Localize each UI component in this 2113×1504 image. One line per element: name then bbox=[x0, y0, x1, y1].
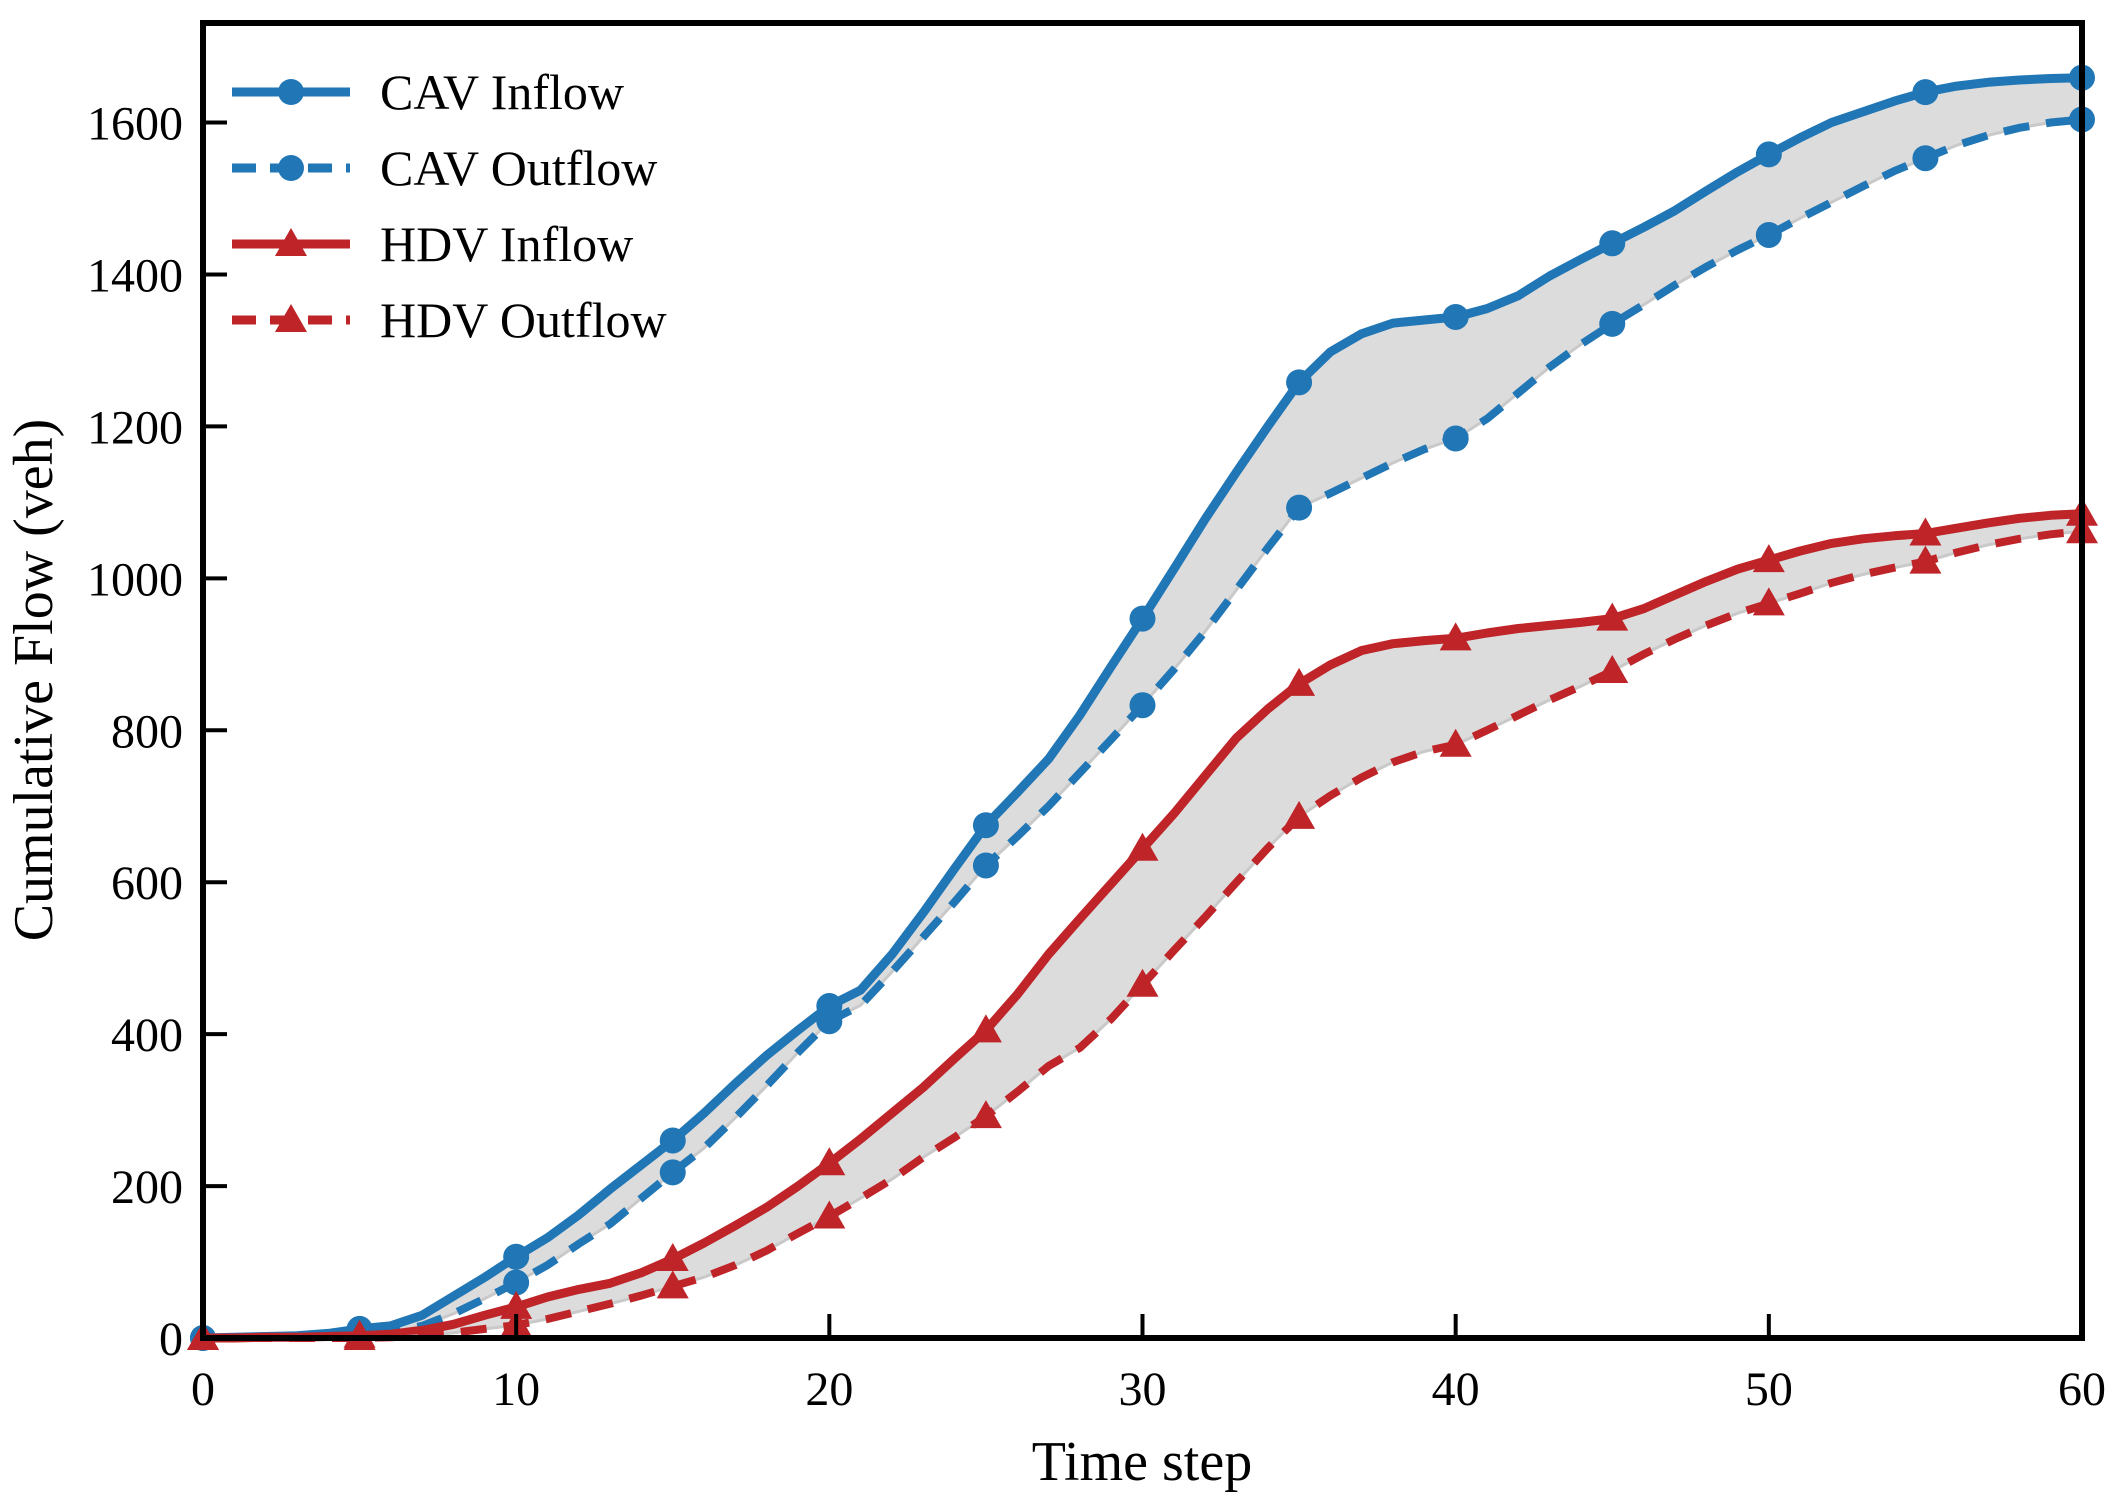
legend-marker bbox=[278, 79, 304, 105]
cav-outflow-marker bbox=[1286, 494, 1313, 521]
cav-inflow-marker bbox=[1599, 230, 1626, 257]
hdv-inflow-marker bbox=[813, 1147, 846, 1176]
band-hdv bbox=[203, 513, 2082, 1338]
x-tick-label: 40 bbox=[1432, 1363, 1480, 1416]
cav-outflow-marker bbox=[1129, 692, 1156, 719]
y-tick-label: 600 bbox=[111, 857, 183, 910]
hdv-inflow-marker bbox=[1439, 622, 1472, 651]
hdv-outflow-marker bbox=[1126, 968, 1159, 997]
x-tick-label: 30 bbox=[1119, 1363, 1167, 1416]
cav-inflow-marker bbox=[1912, 79, 1939, 106]
hdv-outflow-marker bbox=[969, 1100, 1002, 1129]
cav-outflow-marker bbox=[1442, 425, 1469, 452]
cav-outflow-marker bbox=[503, 1269, 530, 1296]
legend-label: CAV Inflow bbox=[380, 64, 624, 120]
series-lines-layer bbox=[187, 64, 2098, 1351]
x-tick-label: 50 bbox=[1745, 1363, 1793, 1416]
hdv-outflow-marker bbox=[813, 1200, 846, 1229]
x-tick-label: 0 bbox=[191, 1363, 215, 1416]
cav-inflow-marker bbox=[972, 812, 999, 839]
y-tick-label: 1000 bbox=[87, 553, 183, 606]
hdv-outflow-marker bbox=[1283, 800, 1316, 829]
legend-marker bbox=[275, 304, 307, 332]
axes-layer: 0 10 20 30 40 50 60020040060080010001200140016… bbox=[87, 20, 2106, 1416]
legend-marker bbox=[275, 228, 307, 256]
cav-inflow-marker bbox=[1286, 369, 1313, 396]
legend-item-hdv-inflow: HDV Inflow bbox=[232, 216, 633, 272]
legend-label: HDV Inflow bbox=[380, 216, 633, 272]
fill-bands-layer bbox=[203, 77, 2082, 1339]
legend-item-hdv-outflow: HDV Outflow bbox=[232, 292, 667, 348]
legend-label: CAV Outflow bbox=[380, 140, 657, 196]
hdv-inflow-marker bbox=[1283, 667, 1316, 696]
hdv-inflow-marker bbox=[1596, 602, 1629, 631]
cav-inflow-marker bbox=[1755, 141, 1782, 168]
hdv-inflow-marker bbox=[1752, 544, 1785, 573]
cav-outflow-marker bbox=[1912, 145, 1939, 172]
hdv-inflow-marker bbox=[1909, 517, 1942, 546]
y-tick-label: 1400 bbox=[87, 249, 183, 302]
y-tick-label: 1200 bbox=[87, 401, 183, 454]
cav-outflow-marker bbox=[659, 1159, 686, 1186]
legend-item-cav-outflow: CAV Outflow bbox=[232, 140, 657, 196]
cav-outflow-marker bbox=[1599, 310, 1626, 337]
hdv-outflow-marker bbox=[1596, 655, 1629, 684]
hdv-outflow-marker bbox=[656, 1270, 689, 1299]
x-tick-label: 60 bbox=[2058, 1363, 2106, 1416]
cav-outflow-marker bbox=[1755, 221, 1782, 248]
legend-item-cav-inflow: CAV Inflow bbox=[232, 64, 624, 120]
cav-outflow-marker bbox=[816, 1008, 843, 1035]
cav-outflow-marker bbox=[972, 852, 999, 879]
y-tick-label: 200 bbox=[111, 1161, 183, 1214]
hdv-inflow-marker bbox=[969, 1014, 1002, 1043]
y-tick-label: 800 bbox=[111, 705, 183, 758]
hdv-inflow-marker bbox=[1126, 832, 1159, 861]
hdv-outflow-marker bbox=[1439, 728, 1472, 757]
hdv-inflow-marker bbox=[656, 1242, 689, 1271]
y-axis-title: Cumulative Flow (veh) bbox=[3, 419, 65, 942]
legend-marker bbox=[278, 155, 304, 181]
x-axis-title: Time step bbox=[1032, 1431, 1252, 1493]
cav-inflow-marker bbox=[659, 1127, 686, 1154]
cav-inflow-marker bbox=[1442, 303, 1469, 330]
hdv-outflow-marker bbox=[1752, 587, 1785, 616]
cav-inflow-marker bbox=[1129, 605, 1156, 632]
legend-label: HDV Outflow bbox=[380, 292, 667, 348]
y-tick-label: 0 bbox=[159, 1313, 183, 1366]
x-tick-label: 10 bbox=[492, 1363, 540, 1416]
x-tick-label: 20 bbox=[805, 1363, 853, 1416]
y-tick-label: 400 bbox=[111, 1009, 183, 1062]
y-tick-label: 1600 bbox=[87, 98, 183, 151]
legend: CAV Inflow CAV Outflow HDV Inflow HDV Outfl… bbox=[232, 64, 667, 348]
hdv-inflow-marker bbox=[500, 1290, 533, 1319]
cav-inflow-marker bbox=[503, 1243, 530, 1270]
hdv-outflow-marker bbox=[1909, 545, 1942, 574]
